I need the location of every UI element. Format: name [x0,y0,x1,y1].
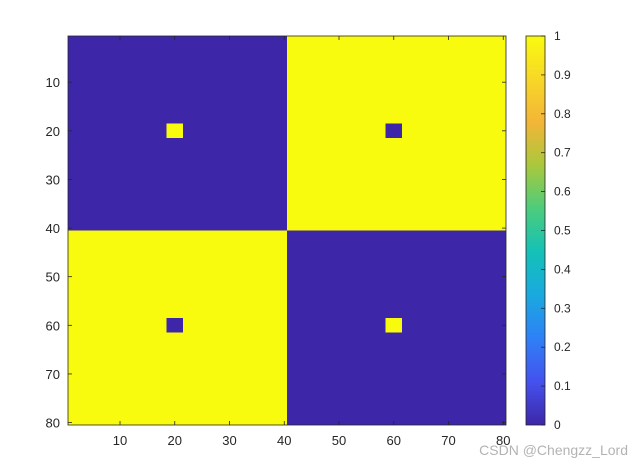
y-tick-label: 50 [46,270,60,285]
x-tick-label: 80 [496,433,510,448]
colorbar-tick-label: 0.9 [554,68,571,82]
x-tick-label: 70 [441,433,455,448]
y-tick-label: 20 [46,124,60,139]
colorbar-tick-label: 0.8 [554,107,571,121]
colorbar-ticks: 0 0.1 0.2 0.3 0.4 0.5 0.6 0.7 0.8 0.9 1 [541,29,571,432]
colorbar-tick-label: 0.2 [554,340,571,354]
heatmap-cells [68,36,506,425]
colorbar-tick-label: 0.6 [554,185,571,199]
heatmap-dot-3 [166,318,183,333]
y-axis: 10 20 30 40 50 60 70 80 [46,75,506,431]
heatmap-dot-4 [385,318,402,333]
colorbar: 0 0.1 0.2 0.3 0.4 0.5 0.6 0.7 0.8 0.9 1 [525,29,571,432]
x-tick-label: 20 [168,433,182,448]
x-tick-label: 30 [222,433,236,448]
y-tick-label: 40 [46,221,60,236]
x-tick-label: 60 [387,433,401,448]
colorbar-tick-label: 0.1 [554,379,571,393]
x-axis: 10 20 30 40 50 60 70 80 [113,36,510,448]
colorbar-tick-label: 1 [554,29,561,43]
x-tick-label: 50 [332,433,346,448]
heatmap-dot-2 [385,123,402,139]
plot-axes-box [67,35,507,426]
watermark-text: CSDN @Chengzz_Lord [479,442,628,458]
heatmap-dots [166,123,402,333]
y-tick-label: 30 [46,172,60,187]
colorbar-tick-label: 0.5 [554,224,571,238]
colorbar-tick-label: 0.7 [554,146,571,160]
colorbar-tick-label: 0 [554,418,561,432]
heatmap-dot-1 [166,123,183,139]
heatmap-plot-area: 10 20 30 40 50 60 70 80 10 20 30 40 50 60 70 80 [46,35,510,448]
colorbar-gradient [526,36,545,425]
y-tick-label: 10 [46,75,60,90]
colorbar-tick-label: 0.4 [554,262,571,276]
y-tick-label: 60 [46,318,60,333]
colorbar-tick-label: 0.3 [554,301,571,315]
x-tick-label: 10 [113,433,127,448]
y-tick-label: 80 [46,416,60,431]
x-tick-label: 40 [277,433,291,448]
y-tick-label: 70 [46,367,60,382]
